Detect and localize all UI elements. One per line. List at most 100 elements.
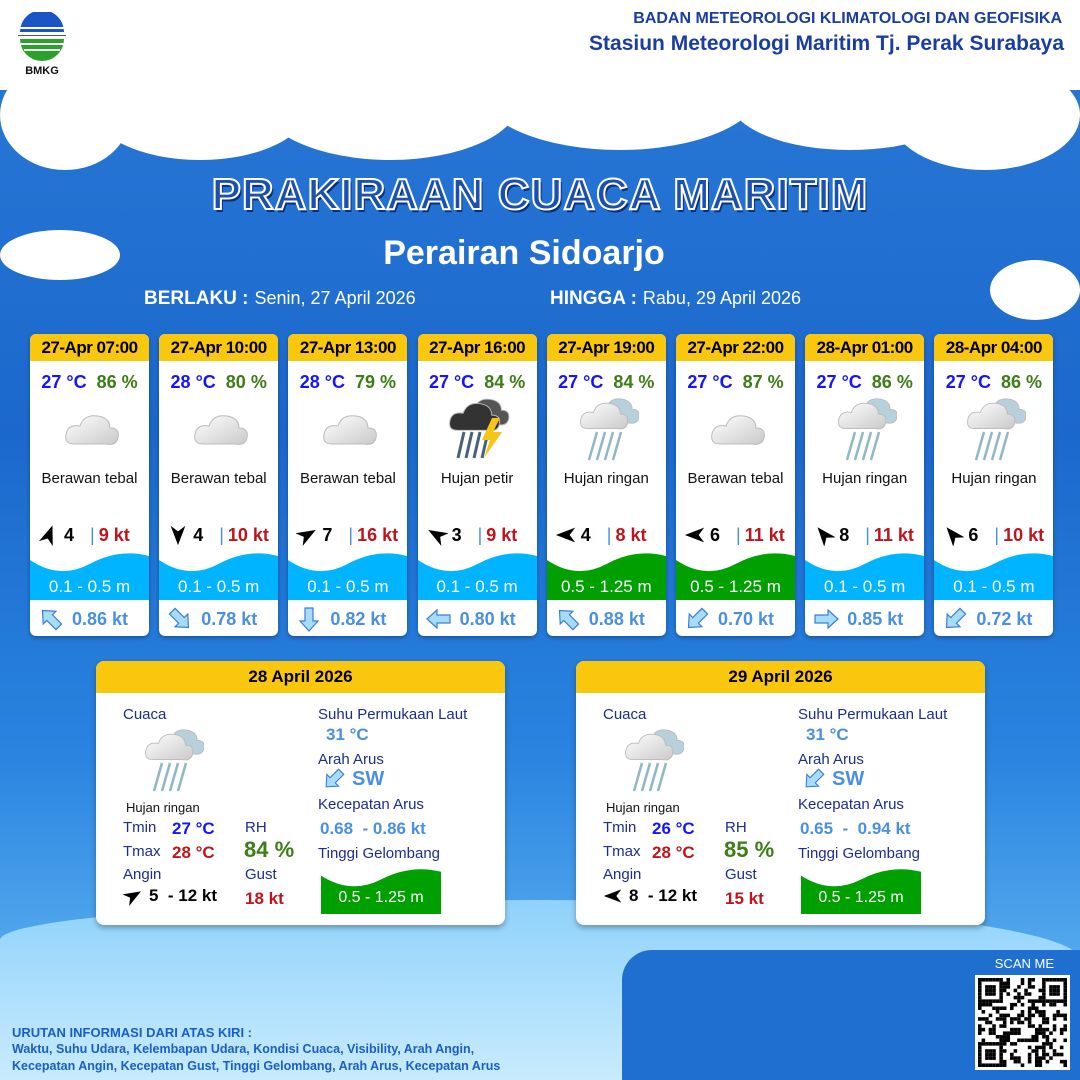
current-dir-value: SW	[832, 767, 865, 790]
thunderstorm-icon	[448, 394, 510, 464]
wind-direction-icon	[817, 527, 836, 546]
weather-label: Cuaca	[603, 706, 647, 723]
humidity: 80 %	[225, 372, 267, 392]
weather-condition: Hujan ringan	[126, 800, 200, 815]
air-temp: 27 °C	[816, 372, 862, 392]
legend-line: Waktu, Suhu Udara, Kelembapan Udara, Kon…	[12, 1042, 475, 1056]
gust-speed: 8 kt	[615, 524, 647, 545]
current-direction-icon	[946, 607, 967, 629]
light-rain-icon	[964, 394, 1027, 464]
page-subtitle: Perairan Sidoarjo	[383, 234, 665, 272]
wave-height: 0.1 - 0.5 m	[307, 577, 389, 596]
svg-text:BMKG: BMKG	[25, 65, 59, 77]
current-speed: 0.86 kt	[72, 608, 129, 629]
gust-speed: 10 kt	[227, 524, 269, 545]
divider: |	[606, 524, 612, 545]
cloudy-icon	[60, 394, 122, 464]
wave-graphic	[30, 550, 149, 600]
cloud-decoration	[260, 40, 520, 160]
weather-condition: Hujan petir	[440, 470, 514, 487]
forecast-card: 28-Apr 01:00 27 °C 86 % Hujan ringan 8 | 1…	[805, 334, 925, 636]
current-direction-icon	[687, 607, 709, 629]
weather-condition: Hujan ringan	[951, 470, 1037, 487]
wind-direction-icon	[946, 527, 965, 546]
forecast-card: 27-Apr 07:00 27 °C 86 % Berawan tebal 4 |…	[30, 334, 149, 636]
wave-height-label: Tinggi Gelombang	[798, 845, 921, 862]
forecast-time: 28-Apr 01:00	[805, 334, 925, 361]
weather-condition: Berawan tebal	[687, 470, 784, 487]
wave-height-label: Tinggi Gelombang	[318, 845, 441, 862]
daily-summary-panel: 28 April 2026 Cuaca Hujan ringan Tmin 27…	[96, 661, 505, 925]
air-temp: 27 °C	[687, 372, 733, 392]
divider: |	[736, 524, 741, 545]
current-direction-icon	[805, 768, 825, 788]
qr-code[interactable]	[975, 975, 1070, 1070]
air-temp: 28 °C	[170, 372, 216, 392]
gust-label: Gust	[245, 866, 277, 883]
divider: |	[994, 524, 1000, 545]
current-direction-icon	[425, 608, 451, 630]
weather-label: Cuaca	[123, 706, 167, 723]
wave-height: 0.1 - 0.5 m	[953, 577, 1035, 596]
wave-graphic	[805, 550, 925, 600]
wind-label: Angin	[123, 866, 162, 883]
gust-speed: 16 kt	[357, 524, 399, 545]
valid-from: BERLAKU : Senin, 27 April 2026	[144, 288, 416, 310]
daily-summary-panel: 29 April 2026 Cuaca Hujan ringan Tmin 26…	[576, 661, 985, 925]
wind-direction-icon	[684, 527, 705, 543]
wave-height: 0.5 - 1.25 m	[560, 577, 652, 596]
cloud-decoration	[0, 60, 130, 170]
tmax-value: 28 °C	[172, 843, 215, 862]
valid-from-value: Senin, 27 April 2026	[254, 288, 416, 308]
wave-height: 0.1 - 0.5 m	[48, 577, 131, 596]
air-temp: 27 °C	[428, 372, 475, 392]
wave-graphic	[546, 550, 666, 600]
station-name: Stasiun Meteorologi Maritim Tj. Perak Su…	[589, 32, 1064, 55]
wave-graphic	[934, 550, 1054, 600]
forecast-time: 27-Apr 10:00	[159, 334, 279, 361]
current-speed: 0.72 kt	[976, 608, 1033, 629]
wave-graphic	[417, 550, 537, 600]
cloud-decoration	[890, 60, 1080, 170]
legend-heading: URUTAN INFORMASI DARI ATAS KIRI :	[12, 1025, 252, 1040]
wind-speed: 6	[968, 524, 979, 545]
current-speed: 0.82 kt	[330, 608, 387, 629]
current-speed: 0.70 kt	[718, 608, 775, 629]
air-temp: 27 °C	[558, 372, 604, 392]
current-direction-icon	[558, 609, 580, 631]
cloudy-icon	[189, 394, 251, 464]
wave-graphic	[321, 866, 441, 914]
legend-line: Kecepatan Angin, Kecepatan Gust, Tinggi …	[12, 1059, 501, 1073]
gust-label: Gust	[725, 866, 757, 883]
wind-speed: 4	[580, 524, 591, 545]
air-temp: 27 °C	[945, 372, 991, 392]
wind-speed: 4	[193, 524, 204, 545]
humidity: 79 %	[355, 372, 397, 392]
humidity: 84 %	[613, 372, 655, 392]
weather-condition: Hujan ringan	[563, 470, 649, 487]
current-direction-icon	[168, 607, 190, 629]
divider: |	[90, 524, 95, 545]
cloud-decoration	[480, 30, 760, 150]
tmax-value: 28 °C	[652, 843, 695, 862]
current-direction-icon	[299, 607, 320, 632]
divider: |	[477, 524, 483, 545]
wind-range: 8 - 12 kt	[629, 886, 698, 905]
wave-height: 0.5 - 1.25 m	[690, 577, 781, 596]
wind-direction-icon	[603, 889, 622, 903]
gust-speed: 11 kt	[873, 524, 914, 545]
tmin-label: Tmin	[603, 819, 637, 836]
rh-value: 85 %	[724, 837, 775, 862]
current-speed-value: 0.68 - 0.86 kt	[320, 819, 426, 838]
current-speed: 0.78 kt	[201, 608, 258, 629]
gust-speed: 10 kt	[1003, 524, 1045, 545]
current-speed: 0.80 kt	[459, 608, 516, 629]
cloudy-icon	[318, 394, 380, 464]
forecast-time: 27-Apr 16:00	[417, 334, 537, 361]
light-rain-icon	[142, 725, 205, 800]
gust-value: 15 kt	[725, 889, 764, 908]
current-speed: 0.88 kt	[588, 608, 645, 629]
wave-graphic	[159, 550, 279, 600]
sst-value: 31 °C	[326, 725, 369, 744]
sst-label: Suhu Permukaan Laut	[798, 706, 948, 723]
